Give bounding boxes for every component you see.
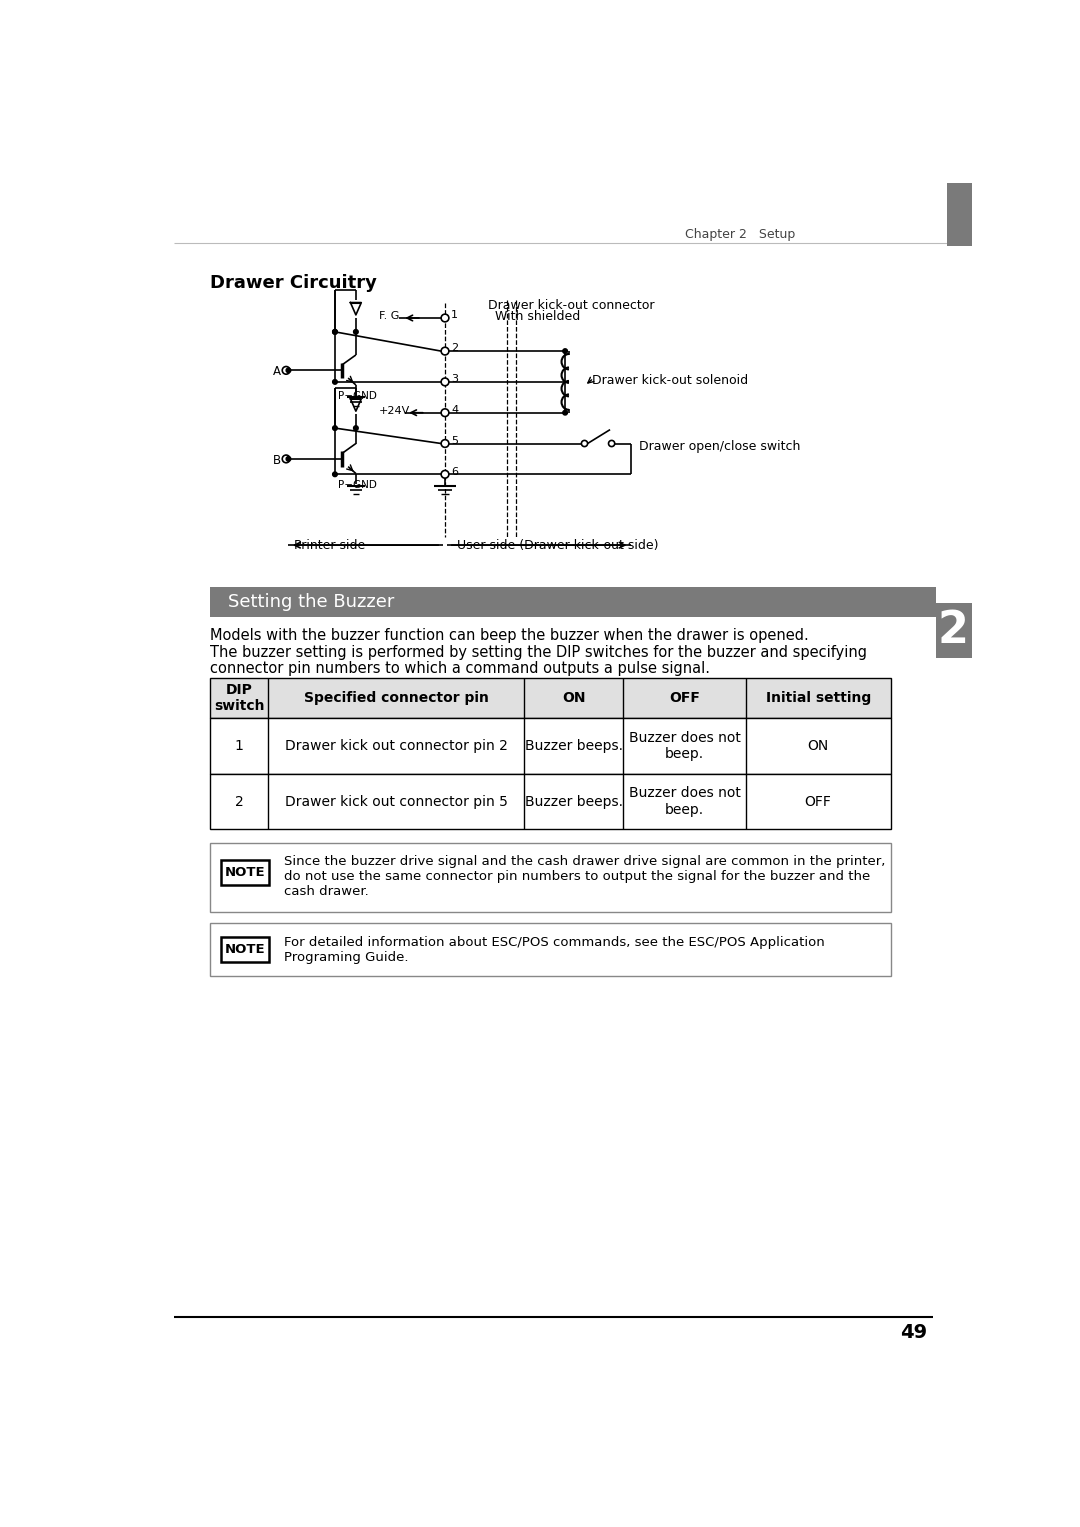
Text: do not use the same connector pin numbers to output the signal for the buzzer an: do not use the same connector pin number… [284,870,870,883]
Circle shape [286,368,291,373]
Text: Drawer kick-out solenoid: Drawer kick-out solenoid [592,374,748,388]
Text: 2: 2 [451,344,458,353]
Text: With shielded: With shielded [496,310,581,324]
Bar [211,843,891,913]
Bar [935,603,972,658]
Circle shape [608,440,615,446]
Text: Models with the buzzer function can beep the buzzer when the drawer is opened.: Models with the buzzer function can beep… [211,628,809,643]
Bar [211,678,891,718]
Text: Chapter 2   Setup: Chapter 2 Setup [685,228,796,241]
Circle shape [563,348,567,353]
Circle shape [441,470,449,478]
Bar [211,588,935,617]
Text: cash drawer.: cash drawer. [284,884,368,898]
Text: 1: 1 [234,739,244,753]
Text: 49: 49 [901,1322,928,1342]
Text: connector pin numbers to which a command outputs a pulse signal.: connector pin numbers to which a command… [211,661,711,675]
Text: NOTE: NOTE [225,942,266,956]
Text: User side (Drawer kick-out side): User side (Drawer kick-out side) [457,539,658,551]
Text: F. G: F. G [379,312,400,321]
Text: OFF: OFF [805,794,832,809]
Text: Drawer kick out connector pin 2: Drawer kick out connector pin 2 [285,739,508,753]
Text: 3: 3 [451,374,458,385]
Text: Buzzer beeps.: Buzzer beeps. [525,794,623,809]
Bar [221,938,269,962]
Text: P−GND: P−GND [338,391,377,402]
Circle shape [333,330,337,334]
Bar [211,718,891,774]
Text: A: A [273,365,281,379]
Text: B: B [273,454,281,467]
Text: For detailed information about ESC/POS commands, see the ESC/POS Application: For detailed information about ESC/POS c… [284,936,824,948]
Circle shape [333,426,337,431]
Bar [211,774,891,829]
Text: NOTE: NOTE [225,866,266,880]
Text: Printer side: Printer side [294,539,365,551]
Bar [221,860,269,884]
Circle shape [282,366,291,374]
Text: Buzzer beeps.: Buzzer beeps. [525,739,623,753]
Text: 1: 1 [451,310,458,321]
Text: Initial setting: Initial setting [766,692,870,705]
Text: Drawer kick-out connector: Drawer kick-out connector [488,299,654,312]
Circle shape [282,455,291,463]
Text: 5: 5 [451,435,458,446]
Text: ON: ON [562,692,585,705]
Text: 6: 6 [451,467,458,476]
Text: Programing Guide.: Programing Guide. [284,951,408,964]
Circle shape [563,411,567,415]
Circle shape [333,380,337,385]
Text: Drawer open/close switch: Drawer open/close switch [638,440,800,452]
Circle shape [441,347,449,354]
Bar [211,924,891,976]
Text: ON: ON [808,739,828,753]
Text: Specified connector pin: Specified connector pin [303,692,488,705]
Circle shape [286,457,291,461]
Text: +24V: +24V [379,406,410,415]
Text: The buzzer setting is performed by setting the DIP switches for the buzzer and s: The buzzer setting is performed by setti… [211,646,867,660]
Text: Since the buzzer drive signal and the cash drawer drive signal are common in the: Since the buzzer drive signal and the ca… [284,855,886,869]
Text: Drawer Circuitry: Drawer Circuitry [211,275,377,292]
Text: Drawer kick out connector pin 5: Drawer kick out connector pin 5 [285,794,508,809]
Text: 2: 2 [234,794,244,809]
Text: 4: 4 [451,405,458,415]
Text: Buzzer does not
beep.: Buzzer does not beep. [629,731,741,762]
Circle shape [441,440,449,447]
Circle shape [353,330,359,334]
Circle shape [441,409,449,417]
Circle shape [441,379,449,386]
Circle shape [353,426,359,431]
Text: Buzzer does not
beep.: Buzzer does not beep. [629,786,741,817]
Bar [947,183,972,246]
Circle shape [581,440,588,446]
Circle shape [441,315,449,322]
Circle shape [333,330,337,334]
Text: OFF: OFF [669,692,700,705]
Text: Setting the Buzzer: Setting the Buzzer [228,592,394,611]
Circle shape [333,472,337,476]
Text: DIP
switch: DIP switch [214,683,265,713]
Text: P−GND: P−GND [338,479,377,490]
Text: 2: 2 [937,609,969,652]
